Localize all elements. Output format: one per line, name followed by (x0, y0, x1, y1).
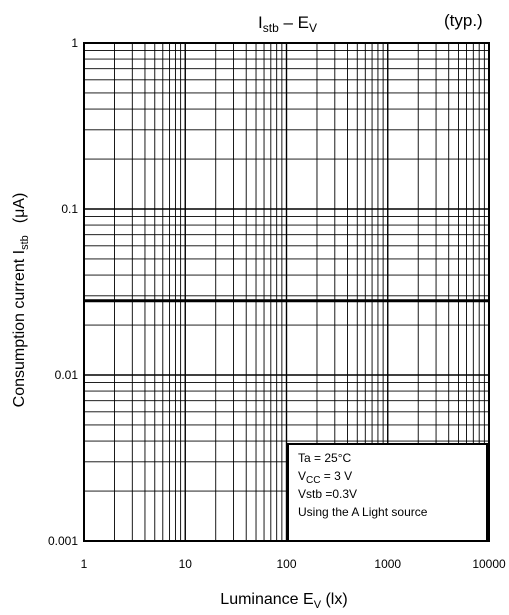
grid (83, 43, 489, 542)
title-main: I (258, 13, 263, 32)
y-tick-label: 1 (71, 36, 78, 50)
title-dash-sub: V (309, 21, 317, 35)
condition-line-1: Ta = 25°C (298, 451, 351, 465)
y-axis-label-main: Consumption current I (11, 250, 28, 407)
x-tick-label: 10000 (472, 557, 506, 571)
chart-title: Istb – EV (258, 13, 317, 35)
x-tick-label: 10 (179, 557, 193, 571)
x-axis-label-main: Luminance E (220, 591, 313, 608)
y-tick-label: 0.001 (48, 534, 78, 548)
plot-frame (83, 42, 490, 542)
y-axis-label: Consumption current Istb (μA) (11, 193, 31, 408)
title-main-sub: stb (263, 21, 279, 35)
condition-line-2-sub: CC (306, 475, 320, 486)
condition-line-3: Vstb =0.3V (298, 487, 357, 501)
y-tick-label: 0.01 (55, 368, 79, 382)
x-axis-label: Luminance EV (lx) (220, 591, 347, 611)
condition-line-2-main: V (298, 469, 306, 483)
x-axis-label-tail: (lx) (321, 591, 348, 608)
conditions-frame (287, 443, 488, 542)
y-tick-label: 0.1 (61, 202, 78, 216)
x-tick-label: 1000 (374, 557, 401, 571)
condition-line-2-tail: = 3 V (320, 469, 352, 483)
condition-line-4-text: Using the A Light source (298, 505, 428, 519)
x-axis-label-sub: V (314, 599, 322, 611)
condition-line-1-text: Ta = 25°C (298, 451, 351, 465)
chart-qualifier: (typ.) (444, 11, 483, 30)
condition-line-4: Using the A Light source (298, 505, 428, 519)
x-tick-labels: 1 10 100 1000 10000 (81, 557, 506, 571)
y-axis-label-sub: stb (19, 235, 31, 250)
x-tick-label: 100 (276, 557, 296, 571)
conditions-box: Ta = 25°C VCC = 3 V Vstb =0.3V Using the… (287, 443, 488, 542)
condition-line-3-text: Vstb =0.3V (298, 487, 357, 501)
title-dash: – E (279, 13, 309, 32)
y-axis-label-unit: (μA) (11, 193, 28, 224)
condition-line-2: VCC = 3 V (298, 469, 352, 486)
y-tick-labels: 0.001 0.01 0.1 1 (48, 36, 78, 548)
x-tick-label: 1 (81, 557, 88, 571)
